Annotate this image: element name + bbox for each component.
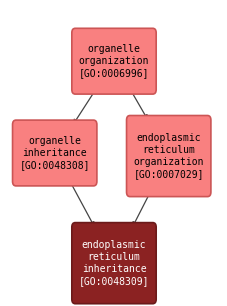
FancyBboxPatch shape — [126, 115, 210, 197]
FancyBboxPatch shape — [72, 223, 155, 304]
Text: organelle
inheritance
[GO:0048308]: organelle inheritance [GO:0048308] — [19, 136, 90, 170]
Text: organelle
organization
[GO:0006996]: organelle organization [GO:0006996] — [78, 44, 149, 78]
Text: endoplasmic
reticulum
inheritance
[GO:0048309]: endoplasmic reticulum inheritance [GO:00… — [78, 240, 149, 286]
Text: endoplasmic
reticulum
organization
[GO:0007029]: endoplasmic reticulum organization [GO:0… — [133, 133, 203, 179]
FancyBboxPatch shape — [12, 120, 96, 186]
FancyBboxPatch shape — [72, 28, 155, 94]
